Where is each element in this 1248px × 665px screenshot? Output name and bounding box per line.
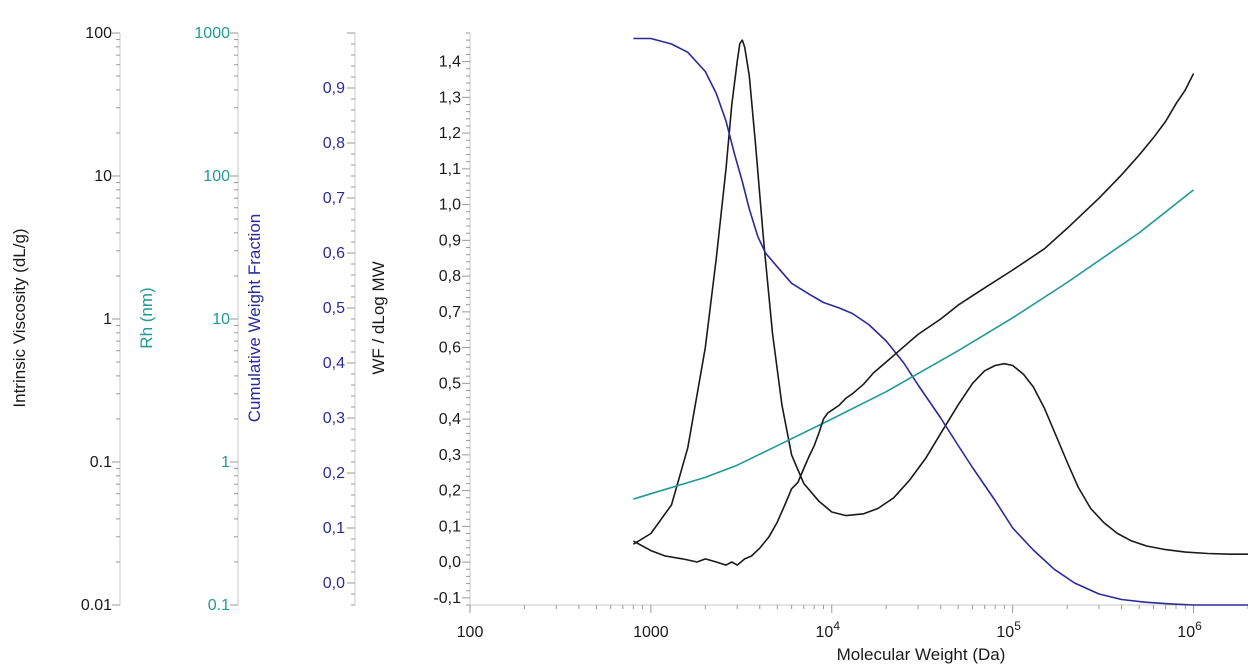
x-axis-title: Molecular Weight (Da)	[837, 645, 1006, 664]
wf-tick-label: 0,5	[439, 375, 461, 392]
wf-tick-label: 0,9	[439, 232, 461, 249]
iv-tick-label: 100	[85, 25, 112, 42]
x-tick-label-base: 10	[996, 624, 1014, 641]
cwf-tick-label: 0,7	[323, 190, 345, 207]
series-layer	[632, 37, 1248, 606]
rh-axis-title: Rh (nm)	[137, 287, 156, 348]
iv-tick-label: 1	[103, 311, 112, 328]
cwf-tick-label: 0,5	[323, 300, 345, 317]
wf-tick-label: 0,4	[439, 411, 461, 428]
wf-tick-label: 1,0	[439, 197, 461, 214]
wf-tick-label: 0,7	[439, 304, 461, 321]
wf-tick-label: 0,3	[439, 447, 461, 464]
x-tick-label-exponent: 4	[833, 619, 840, 633]
cwf-tick-label: 0,9	[323, 80, 345, 97]
wf-tick-label: 1,3	[439, 89, 461, 106]
rh-tick-label: 0.1	[208, 597, 230, 614]
wf-tick-label: -0,1	[433, 590, 461, 607]
rh-tick-label: 100	[203, 168, 230, 185]
cwf-tick-label: 0,8	[323, 135, 345, 152]
wf-dlogmw-axis: -0,1 0,0 0,1 0,2 0,3 0,4 0,5 0,6 0,7 0,8 0,9 1,0 1,1…	[433, 32, 471, 607]
cwf-axis-title: Cumulative Weight Fraction	[245, 214, 264, 423]
iv-tick-label: 0.01	[81, 597, 112, 614]
x-tick-label: 100	[457, 624, 484, 641]
x-tick-label-base: 10	[816, 624, 834, 641]
x-tick-label-exponent: 6	[1195, 619, 1202, 633]
rh-axis: 0.1 1 10 100 1000	[194, 25, 239, 614]
rh-tick-label: 1000	[194, 25, 230, 42]
iv-tick-label: 0.1	[90, 454, 112, 471]
wf-tick-label: 1,2	[439, 125, 461, 142]
intrinsic-viscosity-axis: 0.01 0.1 1 10 100	[81, 25, 121, 614]
cwf-tick-label: 0,6	[323, 245, 345, 262]
series-line-rh	[633, 189, 1194, 500]
rh-tick-label: 10	[212, 311, 230, 328]
series-line-iv	[633, 73, 1195, 566]
molecular-weight-axis: 100 1000 104 105 106	[457, 604, 1248, 641]
iv-axis-title: Intrinsic Viscosity (dL/g)	[10, 228, 29, 407]
wf-tick-label: 1,4	[439, 54, 461, 71]
cumulative-weight-fraction-axis: 0,0 0,1 0,2 0,3 0,4 0,5 0,6 0,7 0,8 0,9	[323, 32, 356, 606]
series-line-wf	[632, 39, 1248, 555]
wf-tick-label: 0,6	[439, 340, 461, 357]
wf-tick-label: 0,8	[439, 268, 461, 285]
x-tick-label: 105	[996, 619, 1021, 641]
x-tick-label-exponent: 5	[1014, 619, 1021, 633]
cwf-tick-label: 0,2	[323, 465, 345, 482]
x-tick-label: 106	[1177, 619, 1202, 641]
wf-axis-title: WF / dLog MW	[369, 261, 388, 374]
x-tick-label-base: 10	[1177, 624, 1195, 641]
wf-tick-label: 0,2	[439, 483, 461, 500]
cwf-tick-label: 0,1	[323, 520, 345, 537]
wf-tick-label: 0,1	[439, 518, 461, 535]
x-tick-label: 1000	[633, 624, 669, 641]
iv-tick-label: 10	[94, 168, 112, 185]
cwf-tick-label: 0,0	[323, 575, 345, 592]
cwf-tick-label: 0,4	[323, 355, 345, 372]
x-tick-label: 104	[816, 619, 841, 641]
cwf-tick-label: 0,3	[323, 410, 345, 427]
wf-tick-label: 1,1	[439, 161, 461, 178]
series-line-cwf	[633, 37, 1248, 606]
rh-tick-label: 1	[221, 454, 230, 471]
wf-tick-label: 0,0	[439, 554, 461, 571]
